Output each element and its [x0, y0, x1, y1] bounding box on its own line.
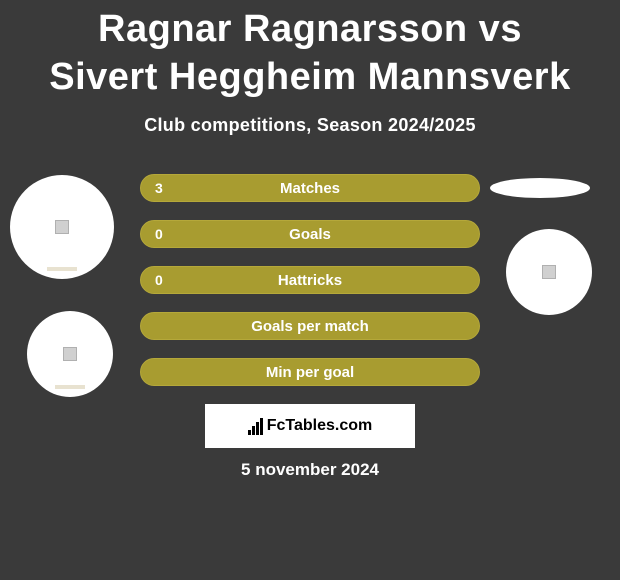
- stat-bar: 0Goals: [140, 220, 480, 248]
- footer-brand-panel: FcTables.com: [205, 404, 415, 448]
- player-right-avatar: [506, 229, 592, 315]
- stat-label: Matches: [141, 180, 479, 197]
- player-left-avatar: [10, 175, 114, 279]
- stat-label: Goals per match: [141, 318, 479, 335]
- footer-brand-text: FcTables.com: [267, 417, 373, 435]
- stat-value-left: 3: [155, 180, 163, 196]
- stat-bar: 0Hattricks: [140, 266, 480, 294]
- stat-bar: 3Matches: [140, 174, 480, 202]
- date-label: 5 november 2024: [0, 460, 620, 480]
- player-right-ellipse: [490, 178, 590, 198]
- stat-bars: 3Matches0Goals0HattricksGoals per matchM…: [140, 174, 480, 404]
- player-left-avatar-small: [27, 311, 113, 397]
- stat-label: Hattricks: [141, 272, 479, 289]
- subtitle: Club competitions, Season 2024/2025: [0, 115, 620, 136]
- stat-bar: Min per goal: [140, 358, 480, 386]
- stat-value-left: 0: [155, 226, 163, 242]
- stat-bar: Goals per match: [140, 312, 480, 340]
- stat-label: Goals: [141, 226, 479, 243]
- stat-value-left: 0: [155, 272, 163, 288]
- fctables-logo-icon: [248, 417, 263, 435]
- stat-label: Min per goal: [141, 364, 479, 381]
- page-title: Ragnar Ragnarsson vs Sivert Heggheim Man…: [0, 0, 620, 101]
